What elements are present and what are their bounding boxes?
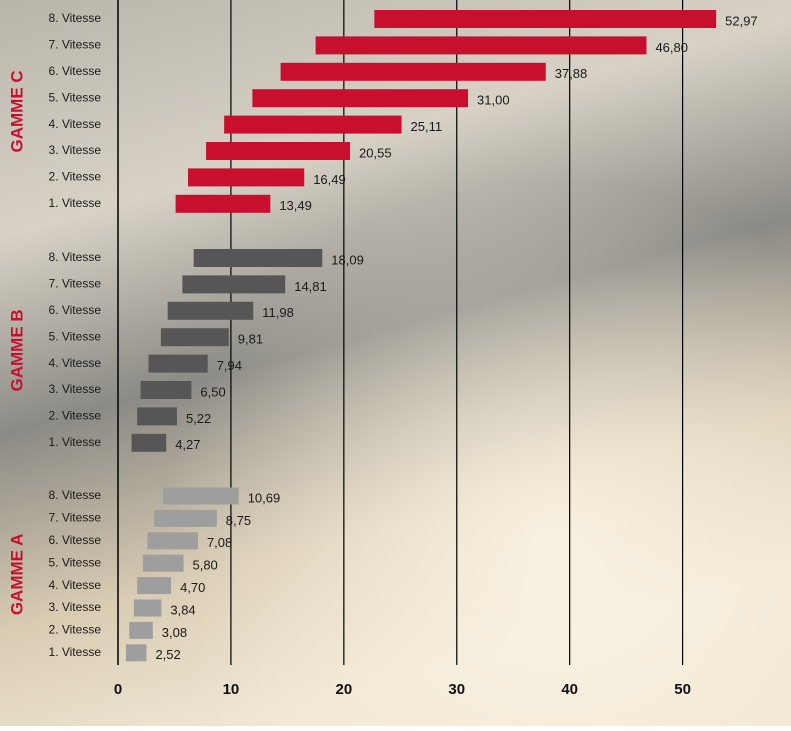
x-tick-label: 30 [448, 681, 465, 698]
value-label: 7,94 [217, 358, 242, 373]
category-label: 5. Vitesse [49, 90, 102, 104]
bar [206, 142, 351, 160]
bar [129, 621, 153, 639]
bar [182, 275, 286, 294]
category-label: 7. Vitesse [49, 38, 102, 52]
group-label: GAMME B [7, 309, 26, 391]
category-label: 4. Vitesse [49, 356, 102, 370]
value-label: 25,11 [411, 119, 443, 134]
x-tick-label: 10 [223, 681, 240, 698]
category-label: 6. Vitesse [49, 533, 102, 547]
bar [137, 407, 177, 426]
value-label: 4,70 [180, 580, 205, 595]
bar [188, 168, 305, 187]
category-label: 2. Vitesse [49, 409, 102, 423]
bar [252, 89, 469, 108]
x-tick-label: 20 [335, 681, 352, 698]
value-label: 5,22 [186, 411, 211, 426]
category-label: 7. Vitesse [49, 277, 102, 291]
x-tick-label: 50 [674, 681, 691, 698]
value-label: 7,08 [207, 535, 232, 550]
value-label: 46,80 [655, 40, 688, 55]
bar [175, 194, 271, 213]
category-label: 1. Vitesse [49, 435, 102, 449]
bar [167, 301, 254, 320]
value-label: 20,55 [359, 145, 392, 160]
category-label: 8. Vitesse [49, 11, 102, 25]
value-label: 18,09 [331, 252, 364, 267]
bar [140, 381, 192, 399]
value-label: 16,49 [313, 172, 346, 187]
category-label: 6. Vitesse [49, 303, 102, 317]
bar [133, 599, 162, 617]
bar [315, 36, 647, 55]
category-label: 2. Vitesse [49, 170, 102, 184]
bar [193, 249, 323, 267]
bar [163, 487, 239, 505]
value-label: 4,27 [175, 437, 200, 452]
group-label: GAMME A [7, 534, 26, 616]
bar [154, 509, 217, 527]
value-label: 8,75 [226, 513, 251, 528]
bar [374, 10, 717, 28]
bar [125, 644, 147, 662]
category-label: 5. Vitesse [49, 555, 102, 569]
value-label: 5,80 [192, 558, 217, 573]
x-tick-label: 40 [561, 681, 578, 698]
value-label: 14,81 [294, 279, 327, 294]
category-label: 8. Vitesse [49, 250, 102, 264]
category-label: 1. Vitesse [49, 196, 102, 210]
bar [137, 577, 172, 595]
value-label: 6,50 [200, 384, 225, 399]
bar [160, 328, 229, 347]
bar [131, 433, 167, 452]
group-label: GAMME C [7, 70, 26, 152]
value-label: 3,84 [170, 602, 195, 617]
value-label: 10,69 [248, 490, 281, 505]
bar [148, 354, 208, 373]
bar [142, 554, 184, 572]
value-label: 37,88 [555, 66, 588, 81]
value-label: 11,98 [262, 305, 294, 320]
category-label: 8. Vitesse [49, 488, 102, 502]
category-label: 6. Vitesse [49, 64, 102, 78]
bar [147, 532, 198, 550]
category-label: 2. Vitesse [49, 623, 102, 637]
value-label: 13,49 [279, 198, 312, 213]
value-label: 31,00 [477, 93, 510, 108]
x-tick-label: 0 [114, 681, 122, 698]
value-label: 9,81 [238, 332, 263, 347]
value-label: 3,08 [162, 625, 187, 640]
value-label: 2,52 [155, 647, 180, 662]
category-label: 4. Vitesse [49, 578, 102, 592]
category-label: 7. Vitesse [49, 511, 102, 525]
category-label: 5. Vitesse [49, 329, 102, 343]
category-label: 4. Vitesse [49, 117, 102, 131]
category-label: 3. Vitesse [49, 143, 102, 157]
category-label: 3. Vitesse [49, 600, 102, 614]
category-label: 3. Vitesse [49, 382, 102, 396]
bar [224, 115, 402, 134]
value-label: 52,97 [725, 13, 758, 28]
category-label: 1. Vitesse [49, 645, 102, 659]
bar [280, 62, 546, 81]
